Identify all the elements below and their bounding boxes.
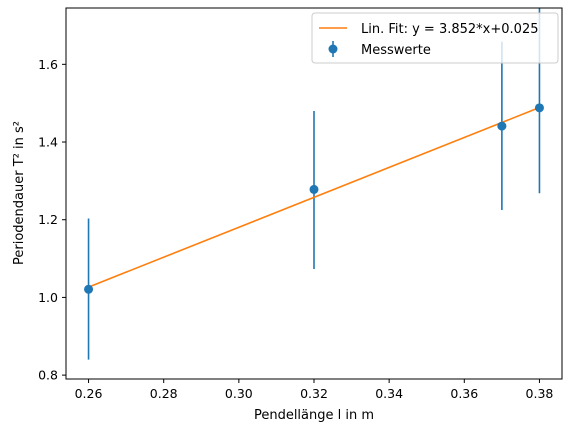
legend-fit-label: Lin. Fit: y = 3.852*x+0.025 [361, 22, 538, 37]
x-axis: 0.26 0.28 0.30 0.32 0.34 0.36 0.38 [75, 379, 554, 401]
x-tick-label: 0.34 [375, 386, 403, 401]
data-point [534, 103, 544, 113]
x-tick-label: 0.30 [225, 386, 253, 401]
y-tick-label: 1.0 [38, 290, 58, 305]
legend-marker [328, 44, 338, 54]
x-axis-label: Pendellänge l in m [254, 408, 374, 423]
y-axis-label: Periodendauer T² in s² [12, 121, 27, 265]
legend-measurements-swatch [328, 41, 338, 57]
fit-line [88, 106, 540, 288]
legend: Lin. Fit: y = 3.852*x+0.025 Messwerte [311, 12, 559, 64]
x-tick-label: 0.26 [75, 386, 103, 401]
data-point [84, 284, 94, 294]
legend-box [311, 12, 559, 64]
y-tick-label: 1.6 [38, 57, 58, 72]
y-axis: 0.8 1.0 1.2 1.4 1.6 [38, 57, 66, 383]
y-tick-label: 0.8 [38, 368, 58, 383]
x-tick-label: 0.28 [150, 386, 178, 401]
legend-measurements-label: Messwerte [361, 43, 431, 58]
y-tick-label: 1.4 [38, 135, 58, 150]
data-point [497, 121, 507, 131]
data-point [309, 184, 319, 194]
x-tick-label: 0.36 [450, 386, 478, 401]
x-tick-label: 0.38 [526, 386, 554, 401]
x-tick-label: 0.32 [300, 386, 328, 401]
y-tick-label: 1.2 [38, 212, 58, 227]
